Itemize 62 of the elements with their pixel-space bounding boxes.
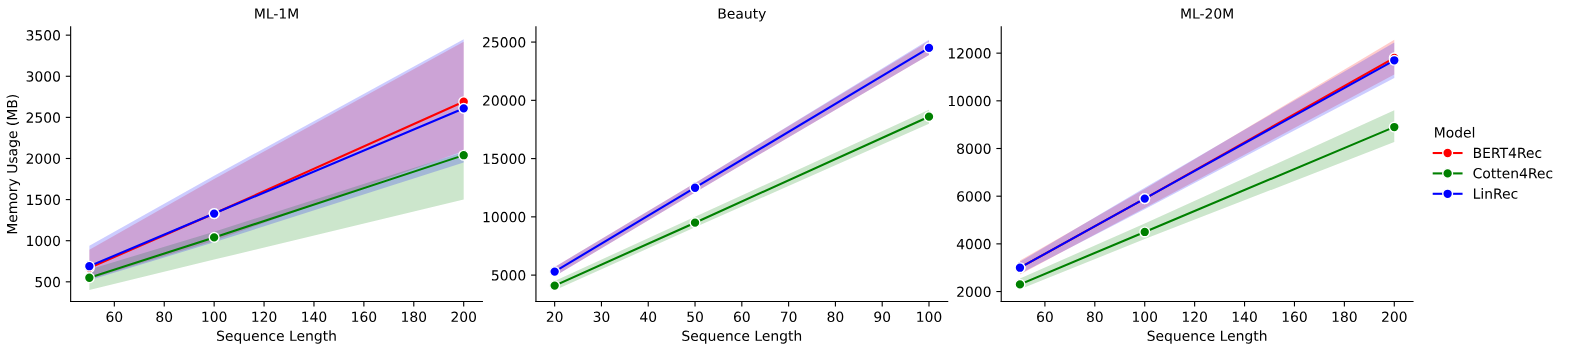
chart-title: Beauty xyxy=(718,8,766,22)
x-axis-title: Sequence Length xyxy=(1147,330,1267,344)
legend-label: BERT4Rec xyxy=(1473,147,1542,159)
x-tick-label: 80 xyxy=(156,311,173,323)
chart-title: ML-20M xyxy=(1181,8,1233,19)
x-tick-label: 180 xyxy=(1332,311,1357,323)
point xyxy=(923,111,935,123)
x-tick-label: 30 xyxy=(593,311,610,323)
y-tick-label: 6000 xyxy=(957,191,991,202)
x-tick-label: 70 xyxy=(780,311,797,323)
point xyxy=(923,42,935,54)
chart-title: ML-1M xyxy=(255,8,298,19)
point xyxy=(1388,121,1400,133)
x-tick-label: 40 xyxy=(640,311,657,323)
y-tick-label: 3000 xyxy=(26,71,60,82)
y-tick-label: 1000 xyxy=(27,235,60,247)
legend-label: Cotten4Rec xyxy=(1473,167,1553,179)
x-tick-label: 80 xyxy=(1086,311,1103,323)
y-tick-label: 4000 xyxy=(956,238,991,250)
x-tick-label: 60 xyxy=(1037,311,1053,323)
x-tick-label: 90 xyxy=(874,311,891,323)
x-tick-label: 100 xyxy=(917,311,942,323)
legend-title: Model xyxy=(1435,126,1475,138)
x-tick-label: 50 xyxy=(687,311,703,323)
x-tick-label: 120 xyxy=(1182,311,1207,323)
y-tick-label: 15000 xyxy=(483,153,526,165)
y-tick-label: 10000 xyxy=(948,95,991,107)
x-tick-label: 160 xyxy=(1282,311,1307,323)
x-tick-label: 100 xyxy=(1133,311,1158,323)
y-tick-label: 25000 xyxy=(483,37,526,48)
point xyxy=(208,231,220,243)
legend-label: LinRec xyxy=(1473,188,1518,199)
y-tick-label: 1500 xyxy=(27,194,60,206)
y-tick-label: 10000 xyxy=(483,211,526,223)
y-tick-label: 2000 xyxy=(957,286,991,298)
y-tick-label: 5000 xyxy=(491,270,526,281)
y-axis-title: Memory Usage (MB) xyxy=(6,94,21,234)
x-tick-label: 140 xyxy=(1232,311,1257,323)
point xyxy=(689,182,701,194)
y-tick-label: 8000 xyxy=(957,143,991,154)
x-tick-label: 80 xyxy=(827,311,844,323)
x-tick-label: 140 xyxy=(302,311,327,323)
point xyxy=(689,217,701,229)
x-tick-label: 160 xyxy=(352,311,377,323)
x-tick-label: 200 xyxy=(451,311,477,323)
y-tick-label: 500 xyxy=(35,276,60,288)
x-axis-title: Sequence Length xyxy=(682,330,802,344)
y-tick-label: 20000 xyxy=(483,95,526,106)
x-tick-label: 100 xyxy=(202,311,227,323)
y-tick-label: 2500 xyxy=(26,112,60,123)
x-tick-label: 60 xyxy=(106,311,123,323)
point xyxy=(1014,278,1026,290)
x-tick-label: 20 xyxy=(546,311,563,323)
x-axis-title: Sequence Length xyxy=(217,330,336,344)
point xyxy=(1139,226,1151,238)
y-tick-label: 2000 xyxy=(26,153,60,164)
x-tick-label: 120 xyxy=(252,311,277,323)
x-tick-label: 180 xyxy=(402,311,427,323)
x-tick-label: 200 xyxy=(1382,311,1407,323)
x-tick-label: 60 xyxy=(733,311,750,323)
y-tick-label: 12000 xyxy=(948,48,991,59)
y-tick-label: 3500 xyxy=(26,30,60,41)
